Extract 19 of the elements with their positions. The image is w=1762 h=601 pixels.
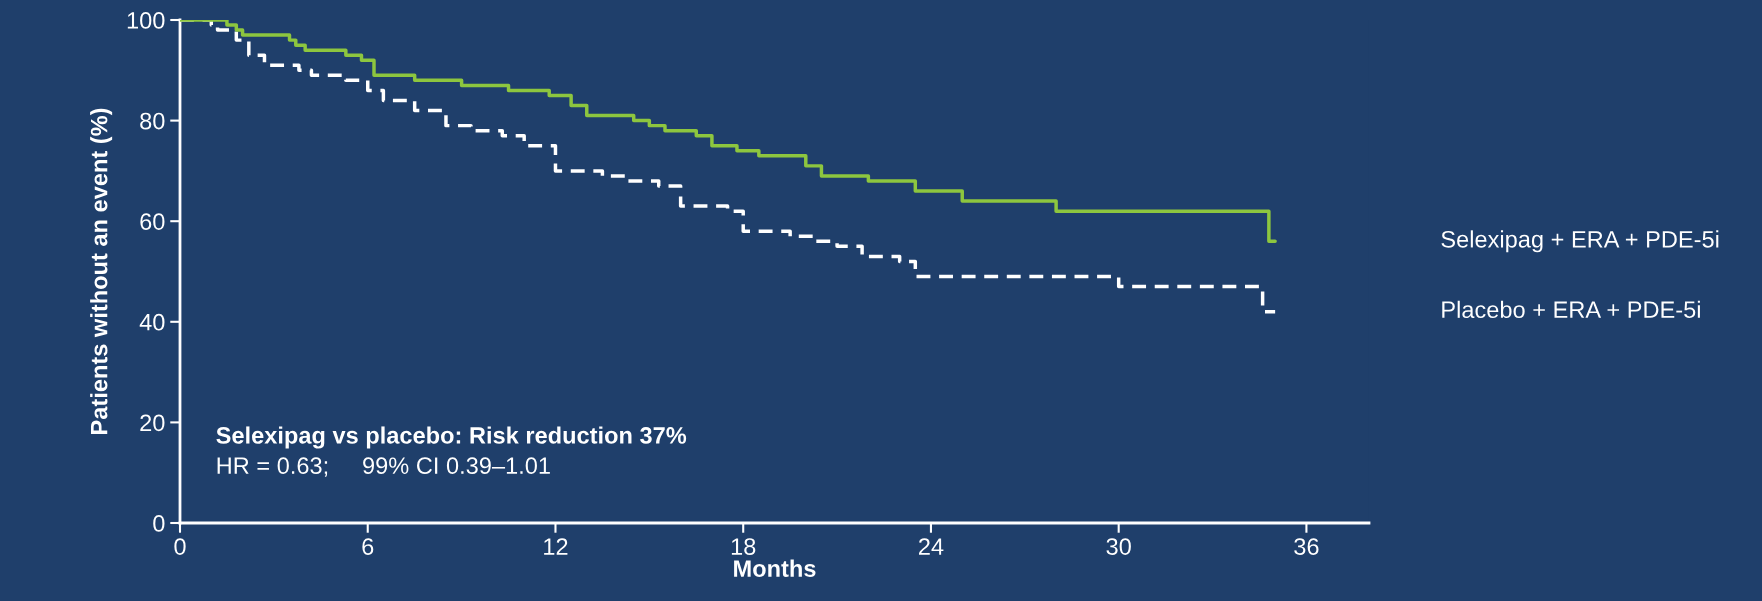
annotation: Selexipag vs placebo: Risk reduction 37% xyxy=(216,426,687,449)
x-tick-label: 18 xyxy=(731,538,756,555)
y-axis-title: Patients without an event (%) xyxy=(90,108,113,434)
y-tick-label: 20 xyxy=(140,414,165,432)
x-tick-label: 30 xyxy=(1106,538,1131,555)
y-tick-label: 80 xyxy=(140,112,165,130)
x-tick-label: 6 xyxy=(362,538,374,555)
x-tick-label: 24 xyxy=(919,538,944,555)
y-tick-label: 100 xyxy=(127,12,165,29)
x-axis-title: Months xyxy=(734,559,816,577)
x-tick-label: 12 xyxy=(544,538,568,555)
x-tick-label: 36 xyxy=(1294,538,1319,555)
annotation: HR = 0.63; 99% CI 0.39–1.01 xyxy=(217,457,550,477)
x-tick-label: 0 xyxy=(174,538,186,555)
y-tick-label: 40 xyxy=(139,313,165,331)
text: Selexipag + ERA + PDE-5i xyxy=(1441,230,1719,253)
text: Placebo + ERA + PDE-5i xyxy=(1442,300,1700,319)
y-tick-label: 60 xyxy=(140,213,165,230)
y-tick-label: 0 xyxy=(153,515,165,532)
